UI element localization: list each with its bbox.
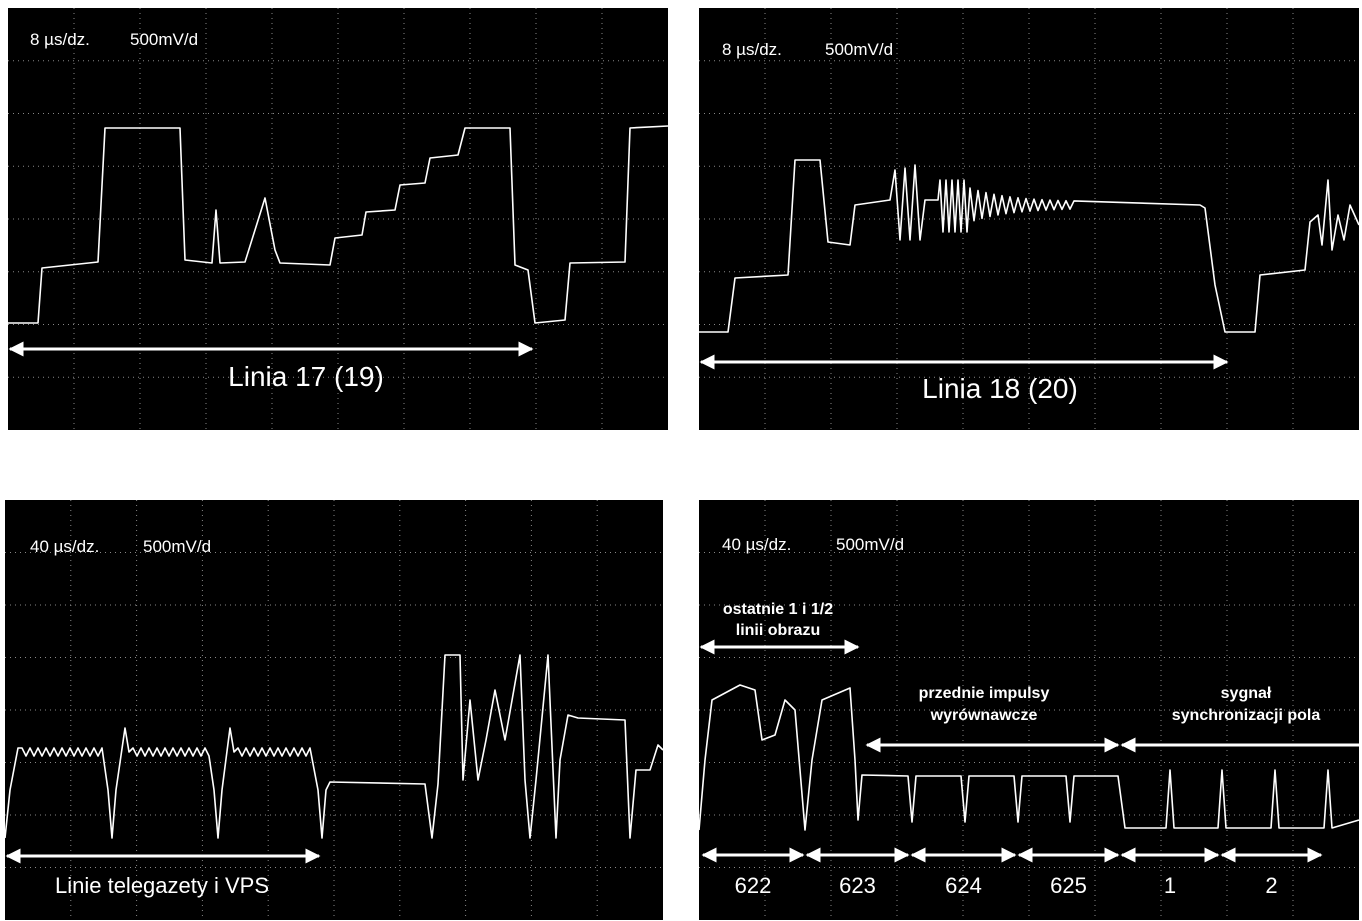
line-number: 625 <box>1050 873 1087 898</box>
annotation: przednie impulsy <box>919 685 1050 702</box>
timebase: 8 µs/dz. <box>30 30 90 49</box>
line-label: Linie telegazety i VPS <box>55 873 269 898</box>
timebase: 8 µs/dz. <box>722 40 782 59</box>
line-label: Linia 18 (20) <box>922 373 1078 404</box>
line-number: 1 <box>1164 873 1176 898</box>
line-number: 2 <box>1265 873 1277 898</box>
line-number: 623 <box>839 873 876 898</box>
annotation: wyrównawcze <box>930 707 1038 724</box>
annotation: sygnał <box>1221 685 1272 702</box>
line-label: Linia 17 (19) <box>228 361 384 392</box>
annotation: ostatnie 1 i 1/2 <box>723 601 833 618</box>
line-number: 624 <box>945 873 982 898</box>
voltage: 500mV/d <box>143 537 211 556</box>
line-number: 622 <box>735 873 772 898</box>
voltage: 500mV/d <box>130 30 198 49</box>
timebase: 40 µs/dz. <box>30 537 99 556</box>
voltage: 500mV/d <box>825 40 893 59</box>
voltage: 500mV/d <box>836 535 904 554</box>
timebase: 40 µs/dz. <box>722 535 791 554</box>
annotation: linii obrazu <box>736 622 820 639</box>
annotation: synchronizacji pola <box>1172 707 1321 724</box>
figure: 8 µs/dz. 500mV/d Linia 17 (19) 8 µs/dz. … <box>0 0 1362 921</box>
